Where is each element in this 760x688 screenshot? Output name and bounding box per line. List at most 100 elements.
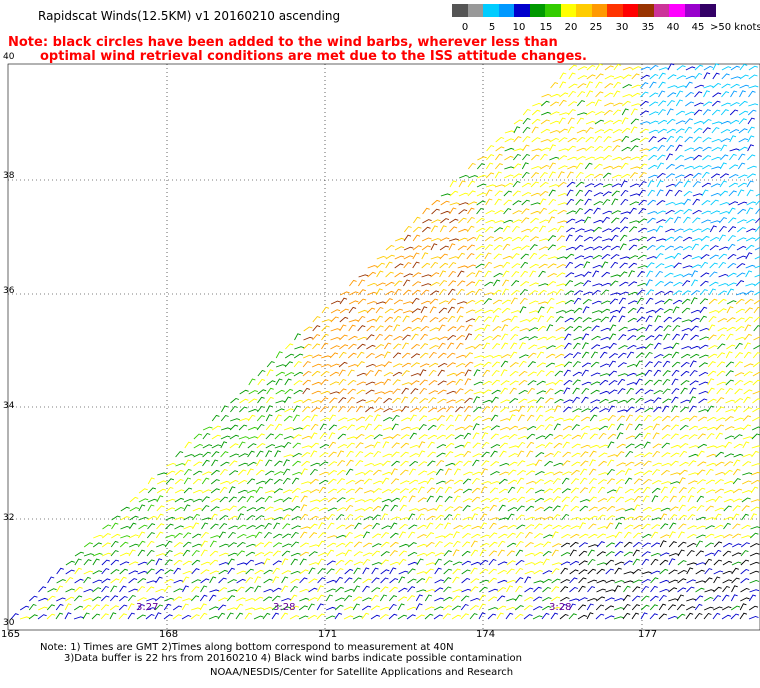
wind-barb <box>407 531 416 539</box>
wind-barb <box>129 507 140 512</box>
wind-barb <box>381 525 391 530</box>
wind-barb <box>418 461 428 467</box>
wind-barb <box>727 282 737 287</box>
wind-barb <box>398 550 408 557</box>
wind-barb <box>164 550 173 557</box>
wind-barb <box>707 378 715 386</box>
wind-barb <box>265 459 273 467</box>
wind-barb <box>410 362 420 368</box>
wind-barb <box>512 180 521 188</box>
wind-barb <box>620 189 629 197</box>
wind-barb <box>657 137 667 143</box>
wind-barb <box>434 579 444 584</box>
wind-barb <box>156 495 164 503</box>
wind-barb <box>707 361 716 368</box>
wind-barb <box>416 578 426 584</box>
wind-barb <box>712 63 720 71</box>
wind-barb <box>292 434 302 440</box>
wind-barb <box>370 605 380 611</box>
wind-barb <box>301 435 312 440</box>
wind-barb <box>265 450 273 458</box>
wind-barb <box>539 198 547 206</box>
wind-barb <box>385 290 395 296</box>
wind-barb <box>560 567 569 575</box>
wind-barb <box>661 481 671 485</box>
wind-barb <box>271 612 280 620</box>
wind-barb <box>391 423 399 431</box>
wind-barb <box>173 552 184 557</box>
wind-barb <box>628 262 638 269</box>
wind-barb <box>642 478 652 485</box>
wind-barb <box>488 588 499 593</box>
wind-barb <box>631 92 641 98</box>
wind-barb <box>156 513 164 521</box>
wind-barb <box>210 535 221 539</box>
wind-barb <box>705 505 714 512</box>
wind-barb <box>533 570 543 575</box>
wind-barb <box>599 418 609 422</box>
wind-barb <box>633 495 642 503</box>
wind-barb <box>577 112 587 116</box>
wind-barb <box>591 300 602 305</box>
wind-barb <box>660 507 671 512</box>
wind-barb <box>434 587 444 593</box>
wind-barb <box>338 361 348 368</box>
wind-barb <box>365 406 374 413</box>
wind-barb <box>426 522 434 530</box>
wind-barb <box>590 389 600 395</box>
wind-barb <box>482 369 491 377</box>
wind-barb <box>384 308 394 314</box>
wind-barb <box>586 603 594 611</box>
wind-barb <box>566 210 577 215</box>
wind-barb <box>551 596 561 602</box>
wind-barb <box>737 182 748 188</box>
wind-barb <box>480 522 488 530</box>
wind-barb <box>681 333 689 341</box>
wind-barb <box>732 523 741 530</box>
wind-barb <box>227 542 237 548</box>
wind-barb <box>454 453 465 458</box>
wind-barb <box>623 531 632 539</box>
wind-barb <box>617 388 626 395</box>
wind-barb <box>726 317 736 323</box>
wind-barb <box>443 568 452 575</box>
wind-barb <box>226 612 234 620</box>
wind-barb <box>431 219 441 224</box>
wind-barb <box>567 137 577 143</box>
legend-swatch <box>607 4 623 17</box>
wind-barb <box>173 559 183 566</box>
wind-barb <box>461 577 471 584</box>
wind-barb <box>490 425 500 431</box>
wind-barb <box>200 569 210 575</box>
wind-barb <box>181 615 192 620</box>
wind-barb <box>500 406 509 413</box>
wind-barb <box>638 189 646 197</box>
wind-barb <box>698 398 708 404</box>
wind-barb <box>554 379 564 386</box>
wind-barb <box>582 306 590 314</box>
wind-barb <box>642 506 652 512</box>
wind-barb <box>733 427 744 431</box>
wind-barb <box>719 173 729 179</box>
wind-barb <box>654 307 664 314</box>
wind-barb <box>468 175 478 179</box>
wind-barb <box>617 409 628 413</box>
wind-barb <box>615 522 623 530</box>
wind-barb <box>217 612 226 620</box>
wind-barb <box>729 129 740 134</box>
wind-barb <box>753 306 760 314</box>
wind-barb <box>448 262 457 269</box>
wind-barb <box>736 263 746 269</box>
lat-label-40: 40 <box>3 52 15 62</box>
wind-barb <box>382 441 390 449</box>
wind-barb <box>321 333 329 341</box>
wind-barb <box>138 488 148 494</box>
wind-barb <box>365 364 376 368</box>
wind-barb <box>155 531 164 539</box>
wind-barb <box>490 444 501 449</box>
wind-barb <box>657 100 667 107</box>
wind-barb <box>673 262 682 269</box>
wind-barb <box>744 298 754 305</box>
wind-barb <box>705 525 715 530</box>
wind-barb <box>388 613 398 620</box>
